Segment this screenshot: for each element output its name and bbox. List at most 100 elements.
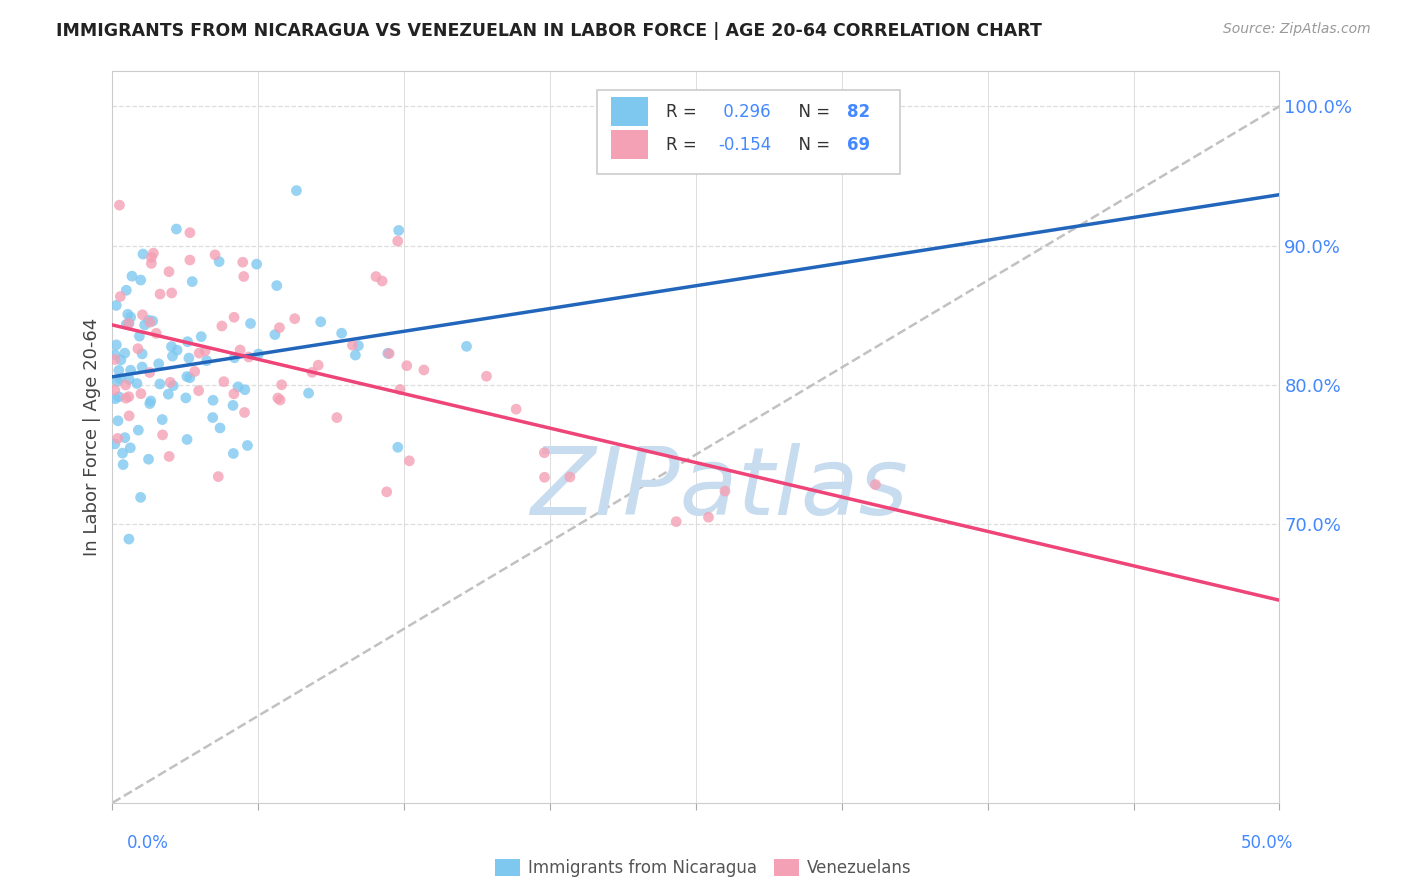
Text: R =: R = (665, 136, 702, 153)
Point (264, 327, 287, 342)
Point (105, 298, 128, 312)
Point (127, 342, 149, 356)
Point (104, 437, 127, 451)
Point (179, 253, 201, 268)
Text: 50.0%: 50.0% (1241, 834, 1294, 852)
Point (266, 278, 288, 293)
Point (138, 313, 160, 327)
Point (190, 329, 212, 343)
Point (238, 350, 260, 364)
Point (128, 329, 150, 343)
Point (120, 441, 142, 455)
Point (104, 383, 127, 397)
Text: ZIPatlas: ZIPatlas (530, 442, 908, 533)
Text: Source: ZipAtlas.com: Source: ZipAtlas.com (1223, 22, 1371, 37)
FancyBboxPatch shape (596, 90, 900, 174)
Point (301, 365, 323, 379)
Point (177, 351, 200, 365)
Point (285, 184, 308, 198)
Point (342, 338, 364, 352)
Point (269, 320, 291, 334)
Point (114, 378, 136, 392)
Point (665, 515, 688, 529)
Point (138, 366, 160, 380)
Point (222, 310, 245, 325)
Point (105, 375, 128, 389)
Point (110, 289, 132, 303)
Point (134, 318, 156, 332)
Text: 82: 82 (846, 103, 870, 120)
Point (233, 383, 256, 397)
Point (104, 348, 127, 362)
Point (105, 338, 128, 352)
Point (398, 454, 420, 468)
Point (229, 343, 252, 357)
Point (118, 316, 141, 330)
Point (176, 433, 198, 447)
Point (129, 386, 152, 401)
Point (141, 256, 163, 270)
Point (222, 446, 245, 460)
Point (224, 351, 246, 365)
Point (152, 428, 174, 442)
Point (412, 363, 434, 377)
Point (118, 532, 141, 546)
Text: 0.296: 0.296 (718, 103, 770, 120)
Point (142, 314, 165, 328)
Point (131, 359, 153, 374)
Point (131, 347, 153, 361)
Point (108, 363, 131, 377)
Point (222, 387, 245, 401)
Point (364, 269, 387, 284)
Point (395, 359, 418, 373)
Point (107, 414, 129, 428)
Point (267, 391, 290, 405)
Point (208, 254, 231, 268)
Point (269, 392, 291, 407)
Point (111, 446, 134, 460)
Point (104, 352, 127, 367)
Point (157, 450, 180, 464)
Point (188, 346, 211, 360)
Point (112, 458, 135, 472)
Point (330, 326, 353, 341)
Point (211, 318, 233, 333)
Point (107, 390, 129, 404)
Point (149, 377, 172, 392)
Legend: Immigrants from Nicaragua, Venezuelans: Immigrants from Nicaragua, Venezuelans (488, 852, 918, 884)
Point (183, 364, 205, 378)
Point (714, 484, 737, 499)
Point (344, 348, 367, 362)
Point (160, 285, 183, 300)
Point (558, 470, 581, 484)
Point (247, 347, 270, 361)
Point (117, 317, 139, 331)
Point (114, 431, 136, 445)
Point (371, 274, 394, 288)
Point (165, 222, 187, 236)
Point (160, 340, 183, 354)
Point (475, 369, 498, 384)
Point (378, 346, 401, 360)
Point (139, 396, 162, 410)
Point (387, 234, 409, 248)
Point (120, 310, 142, 325)
Point (270, 377, 292, 392)
Point (145, 326, 167, 341)
FancyBboxPatch shape (610, 97, 648, 127)
Text: N =: N = (789, 103, 835, 120)
Text: -0.154: -0.154 (718, 136, 772, 153)
Point (202, 393, 225, 408)
Y-axis label: In Labor Force | Age 20-64: In Labor Force | Age 20-64 (83, 318, 101, 557)
Text: 69: 69 (846, 136, 870, 153)
Point (127, 423, 149, 437)
Point (326, 410, 349, 425)
Point (107, 432, 129, 446)
Point (179, 226, 201, 240)
Text: 0.0%: 0.0% (127, 834, 169, 852)
Point (118, 372, 141, 386)
Point (157, 387, 180, 401)
Point (148, 357, 170, 371)
Point (297, 386, 319, 401)
Point (176, 334, 198, 349)
